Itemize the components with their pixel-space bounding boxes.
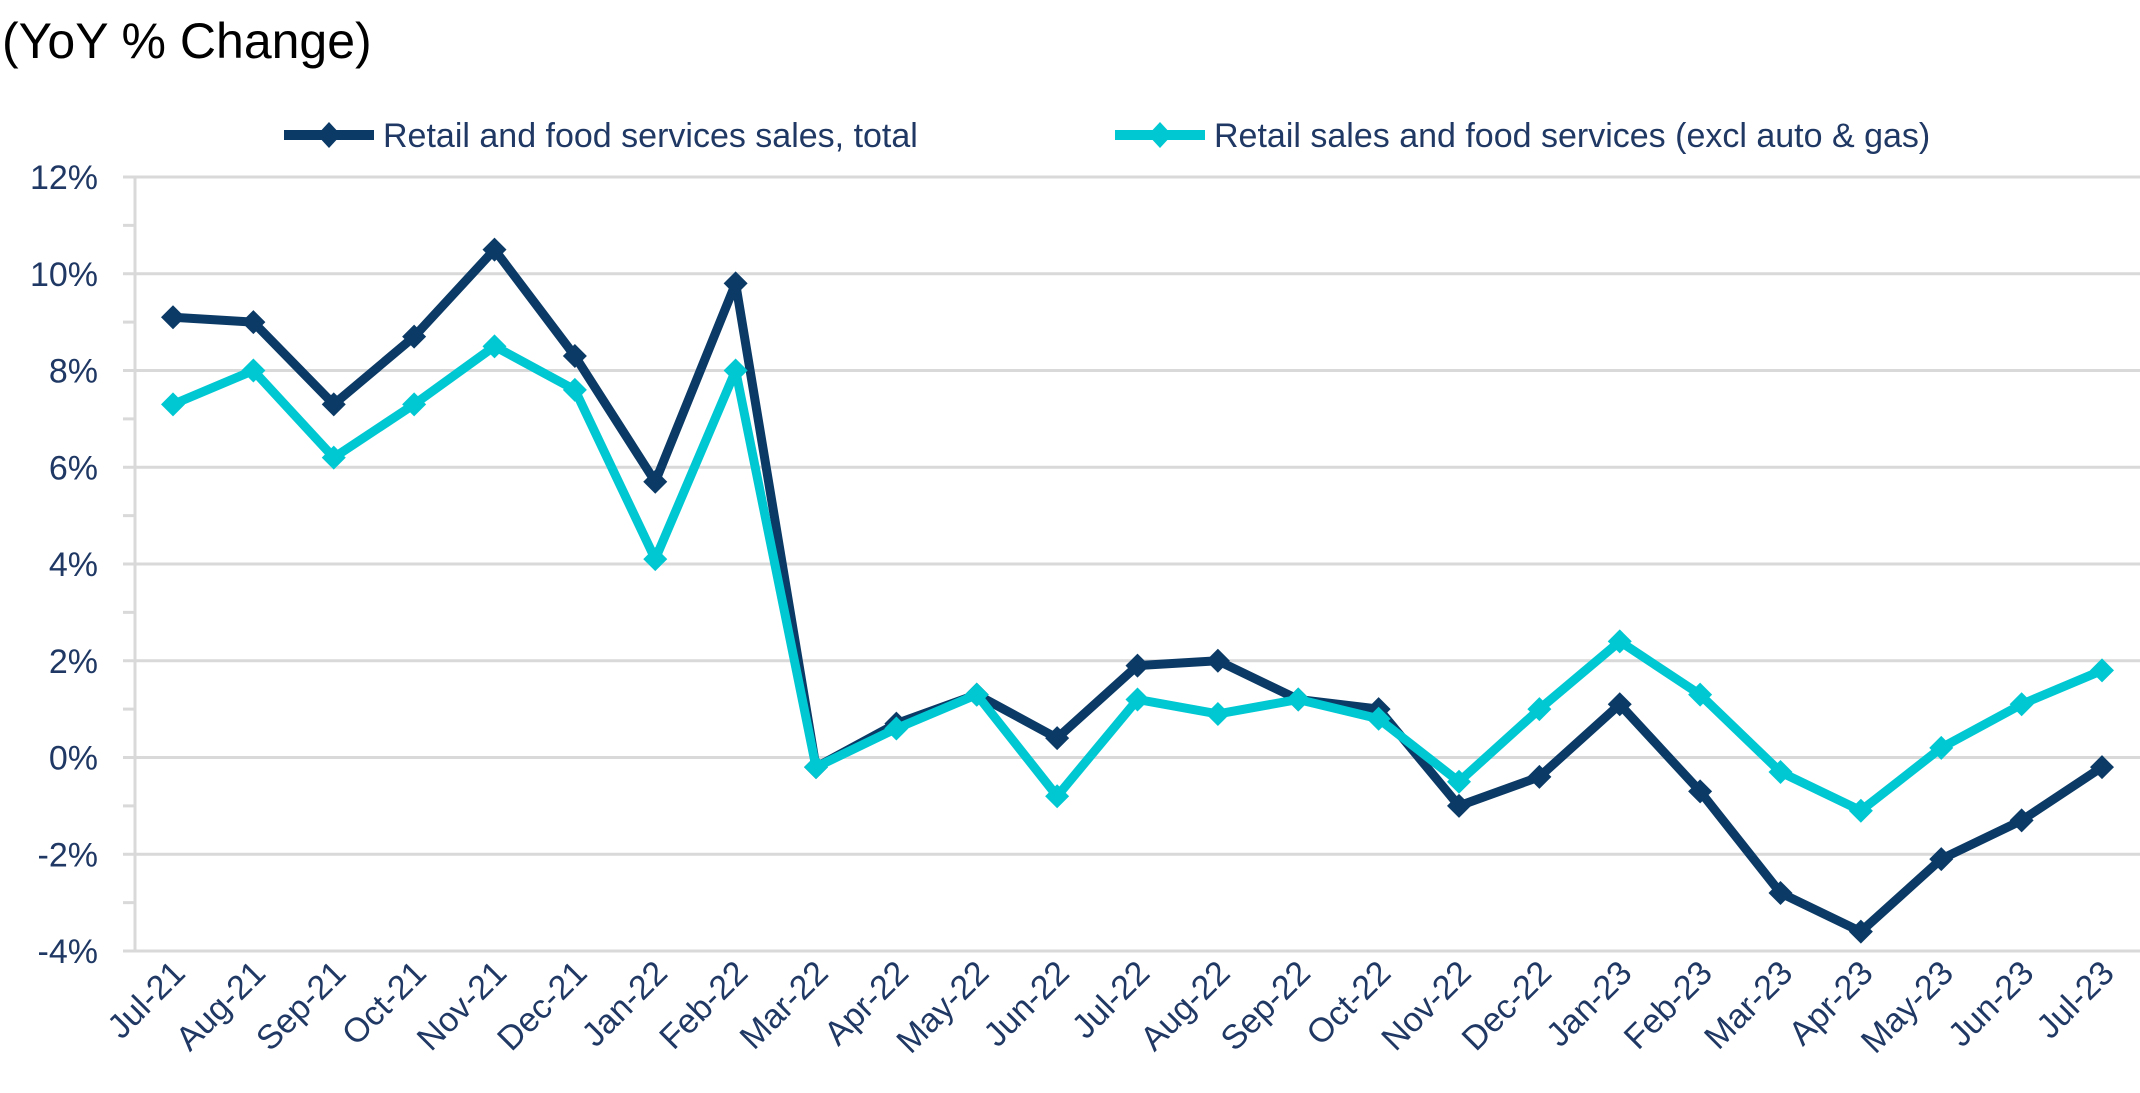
x-tick-label: Dec-21: [490, 954, 594, 1058]
y-tick-label: 6%: [49, 449, 98, 487]
x-tick-label: Sep-22: [1214, 954, 1318, 1058]
legend: Retail and food services sales, total Re…: [284, 117, 1930, 155]
chart-title: (YoY % Change): [2, 13, 372, 69]
data-point: [241, 358, 266, 383]
x-tick-label: May-22: [889, 954, 996, 1061]
x-tick-label: Jan-22: [575, 954, 675, 1054]
data-point: [2090, 755, 2114, 780]
data-point: [1205, 648, 1230, 673]
y-tick-label: 4%: [49, 546, 98, 584]
data-point: [562, 343, 587, 368]
data-point: [1688, 779, 1713, 804]
x-axis: Jul-21Aug-21Sep-21Oct-21Nov-21Dec-21Jan-…: [100, 954, 2121, 1061]
series-0: [161, 237, 2114, 944]
x-tick-label: Jul-23: [2029, 954, 2121, 1046]
data-point: [402, 324, 427, 349]
data-point: [482, 334, 507, 359]
y-tick-label: 10%: [30, 256, 98, 294]
x-tick-label: Mar-23: [1697, 954, 1800, 1057]
y-tick-label: 2%: [49, 643, 98, 681]
x-tick-label: Jun-23: [1941, 954, 2041, 1054]
x-tick-label: Dec-22: [1455, 954, 1559, 1058]
x-tick-label: May-23: [1854, 954, 1961, 1061]
x-tick-label: Sep-21: [249, 954, 353, 1058]
data-point: [1688, 682, 1713, 707]
data-point: [1929, 735, 1954, 760]
series-group: [161, 237, 2114, 944]
data-point: [1527, 697, 1552, 722]
data-point: [1848, 919, 1873, 944]
data-point: [482, 237, 507, 262]
data-point: [161, 305, 185, 330]
data-point: [643, 547, 668, 572]
data-point: [2090, 658, 2114, 683]
y-tick-label: 8%: [49, 353, 98, 391]
data-point: [723, 271, 748, 296]
data-point: [241, 310, 266, 335]
data-point: [1447, 793, 1471, 818]
legend-marker-total: [317, 122, 341, 148]
data-point: [643, 469, 668, 494]
x-tick-label: Aug-21: [169, 954, 273, 1058]
x-tick-label: Aug-22: [1133, 954, 1237, 1058]
x-tick-label: Nov-22: [1374, 954, 1478, 1058]
data-point: [1607, 629, 1632, 654]
data-point: [161, 392, 185, 417]
x-tick-label: Jan-23: [1539, 954, 1639, 1054]
legend-label-total: Retail and food services sales, total: [383, 117, 918, 155]
data-point: [1607, 692, 1632, 717]
data-point: [1929, 847, 1954, 872]
data-point: [1125, 653, 1150, 678]
x-tick-label: Nov-21: [410, 954, 514, 1058]
data-point: [1045, 726, 1070, 751]
data-point: [1768, 760, 1793, 785]
series-line: [171, 341, 2104, 816]
data-point: [723, 358, 748, 383]
y-axis: -4% -2% 0% 2% 4% 6% 8% 10% 12%: [30, 159, 98, 971]
data-point: [1205, 701, 1230, 726]
y-tick-label: 0%: [49, 740, 98, 778]
x-tick-label: Feb-22: [652, 954, 755, 1057]
legend-marker-excl: [1148, 122, 1172, 148]
series-line: [172, 245, 2105, 937]
x-tick-label: Jun-22: [976, 954, 1076, 1054]
data-point: [1286, 687, 1311, 712]
data-point: [321, 445, 346, 470]
data-point: [562, 377, 587, 402]
x-tick-label: Feb-23: [1617, 954, 1720, 1057]
data-point: [321, 392, 346, 417]
data-point: [964, 682, 989, 707]
data-point: [1366, 706, 1391, 731]
legend-item-excl-auto-gas: Retail sales and food services (excl aut…: [1115, 117, 1930, 155]
data-point: [1768, 880, 1793, 905]
data-point: [884, 716, 909, 741]
data-point: [2009, 692, 2034, 717]
legend-label-excl: Retail sales and food services (excl aut…: [1214, 117, 1930, 155]
data-point: [1125, 687, 1150, 712]
legend-item-total: Retail and food services sales, total: [284, 117, 918, 155]
data-point: [804, 755, 828, 780]
data-point: [1848, 798, 1873, 823]
data-point: [1447, 769, 1471, 794]
y-tick-label: -2%: [38, 836, 98, 874]
series-1: [161, 334, 2114, 823]
data-point: [1045, 784, 1070, 809]
y-tick-label: 12%: [30, 159, 98, 197]
gridlines: [123, 175, 2140, 953]
x-tick-label: Mar-22: [733, 954, 836, 1057]
y-tick-label: -4%: [38, 933, 98, 971]
data-point: [2009, 808, 2034, 833]
data-point: [1527, 764, 1552, 789]
data-point: [402, 392, 427, 417]
